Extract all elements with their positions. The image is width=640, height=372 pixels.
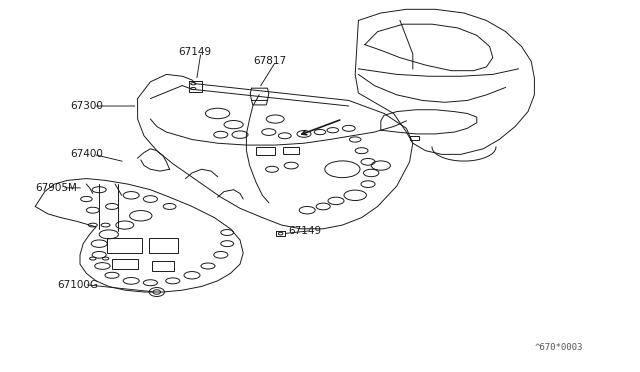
Bar (283, 147, 300, 154)
Bar (108, 238, 143, 253)
Bar (112, 259, 138, 269)
Bar (149, 238, 178, 253)
Bar (152, 261, 174, 271)
Text: 67400: 67400 (70, 150, 103, 159)
Text: 67149: 67149 (288, 226, 321, 235)
Bar (256, 147, 275, 155)
Text: 67905M: 67905M (35, 183, 77, 193)
Text: 67817: 67817 (253, 57, 286, 66)
Text: 67300: 67300 (70, 101, 103, 111)
Text: 67100G: 67100G (58, 280, 99, 289)
Text: ^670*0003: ^670*0003 (534, 343, 583, 352)
Text: 67149: 67149 (178, 47, 211, 57)
